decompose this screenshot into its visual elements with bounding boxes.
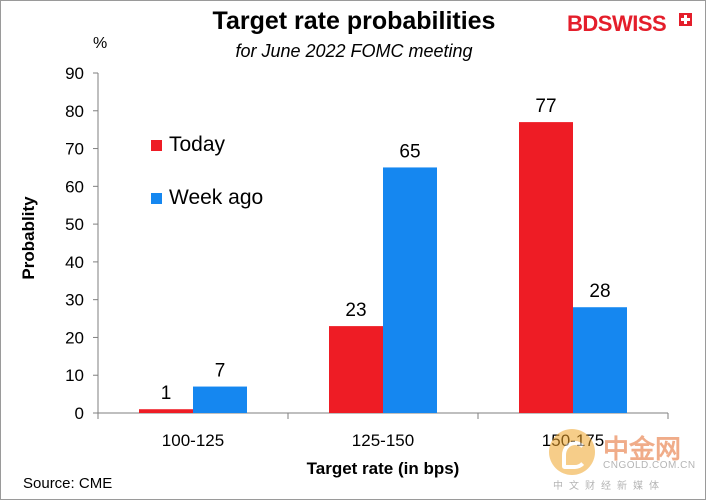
data-label-today-125-150: 23 <box>345 300 366 321</box>
x-tick-label-125-150: 125-150 <box>352 431 414 450</box>
legend-swatch-week-ago <box>151 192 162 204</box>
y-tick-label-60: 60 <box>65 177 84 196</box>
brand-logo-text: BDSWISS <box>567 11 667 36</box>
legend-swatch-today <box>151 139 162 151</box>
data-label-week-ago-150-175: 28 <box>589 281 610 302</box>
watermark-en-text: CNGOLD.COM.CN <box>603 460 696 471</box>
y-tick-label-40: 40 <box>65 253 84 272</box>
data-label-today-100-125: 1 <box>161 383 172 404</box>
x-tick-label-100-125: 100-125 <box>162 431 224 450</box>
y-tick-label-30: 30 <box>65 291 84 310</box>
watermark-cn-text: 中金网 <box>603 434 682 464</box>
brand-logo: BDSWISS <box>567 11 667 37</box>
bar-today-150-175 <box>519 122 573 413</box>
chart-title: Target rate probabilities <box>212 7 496 35</box>
y-tick-label-10: 10 <box>65 366 84 385</box>
y-axis-unit: % <box>93 35 108 52</box>
y-tick-label-0: 0 <box>75 404 84 423</box>
chart-subtitle: for June 2022 FOMC meeting <box>235 41 473 61</box>
x-axis-label: Target rate (in bps) <box>306 459 460 478</box>
bar-week-ago-100-125 <box>193 386 247 413</box>
data-label-today-150-175: 77 <box>535 96 556 117</box>
legend-item-week-ago: Week ago <box>151 186 263 210</box>
source-note: Source: CME <box>23 475 113 492</box>
y-tick-label-70: 70 <box>65 140 84 159</box>
watermark-sub-text: 中文财经新媒体 <box>553 481 665 492</box>
watermark-logo: 中金网 CNGOLD.COM.CN 中文财经新媒体 <box>549 425 699 492</box>
y-tick-label-20: 20 <box>65 328 84 347</box>
data-label-week-ago-125-150: 65 <box>399 141 420 162</box>
bar-week-ago-150-175 <box>573 307 627 413</box>
bar-week-ago-125-150 <box>383 167 437 413</box>
data-label-week-ago-100-125: 7 <box>215 361 226 382</box>
bar-today-125-150 <box>329 326 383 413</box>
legend-label-today: Today <box>169 133 226 156</box>
y-tick-label-50: 50 <box>65 215 84 234</box>
swiss-cross-icon <box>679 13 692 26</box>
bar-today-100-125 <box>139 409 193 413</box>
y-tick-label-90: 90 <box>65 64 84 83</box>
y-tick-label-80: 80 <box>65 102 84 121</box>
legend-label-week-ago: Week ago <box>169 186 264 209</box>
watermark-coin-icon <box>549 429 595 475</box>
legend-item-today: Today <box>151 133 225 157</box>
